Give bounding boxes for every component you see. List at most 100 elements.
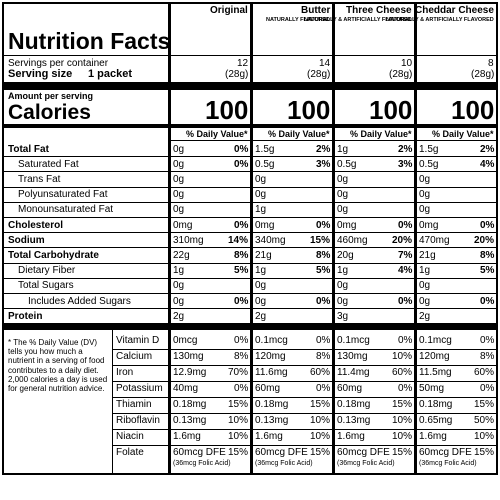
daily-value: 60% (392, 367, 413, 378)
folic-acid: (36mcg Folic Acid) (173, 460, 231, 467)
vitamin-row-line (112, 365, 496, 366)
vitamin-row-line (112, 349, 496, 350)
daily-value: 3% (398, 158, 413, 170)
amount: 0.18mg (173, 399, 207, 410)
amount: 340mg (255, 234, 286, 246)
daily-value: 15% (310, 234, 331, 246)
amount: 0mg (337, 219, 357, 231)
amount: 0.13mg (337, 415, 371, 426)
footnote-divider (112, 330, 113, 473)
servings: 8 (488, 58, 494, 69)
amount: 0g (337, 280, 349, 292)
daily-value: 20% (392, 234, 413, 246)
amount: 60mcg DFE (255, 447, 308, 458)
daily-value: 15% (228, 399, 249, 410)
amount: 21g (419, 249, 436, 261)
daily-value: 4% (480, 158, 495, 170)
amount: 0.1mcg (419, 335, 452, 346)
daily-value: 0% (234, 219, 249, 231)
daily-value: 0% (398, 219, 413, 231)
amount: 12.9mg (173, 367, 207, 378)
serving-weight: (28g) (307, 69, 331, 80)
daily-value: 8% (234, 249, 249, 261)
column-divider (332, 2, 335, 473)
nutrient-label: Sodium (8, 234, 45, 246)
daily-value: 3% (316, 158, 331, 170)
amount: 0g (173, 189, 185, 201)
amount: 0.65mg (419, 415, 453, 426)
dv-header: % Daily Value* (186, 129, 248, 139)
amount: 0g (255, 173, 267, 185)
calories: 100 (369, 95, 413, 125)
serving-weight: (28g) (471, 69, 495, 80)
daily-value: 60% (310, 367, 331, 378)
vitamin-label: Iron (116, 367, 134, 378)
daily-value: 15% (392, 399, 413, 410)
vitamin-row-line (112, 445, 496, 446)
vitamin-row-line (112, 397, 496, 398)
amount: 0mcg (173, 335, 198, 346)
amount: 40mg (173, 383, 199, 394)
amount: 0g (337, 189, 349, 201)
vitamin-label: Calcium (116, 351, 153, 362)
amount: 60mcg DFE (337, 447, 390, 458)
amount: 0g (337, 295, 349, 307)
amount: 0g (419, 295, 431, 307)
amount: 0g (173, 280, 185, 292)
nutrient-label: Cholesterol (8, 219, 64, 231)
amount: 22g (173, 249, 190, 261)
product-name: Butter (301, 5, 331, 16)
vitamin-label: Niacin (116, 431, 144, 442)
daily-value: 0% (234, 383, 249, 394)
calories: 100 (287, 95, 331, 125)
nutrient-label: Monounsaturated Fat (18, 204, 114, 216)
dv-header: % Daily Value* (350, 129, 412, 139)
frame-left (2, 2, 4, 473)
vitamin-label: Thiamin (116, 399, 152, 410)
vitamin-label: Potassium (116, 383, 163, 394)
amount: 0g (419, 204, 431, 216)
amount: 0g (173, 173, 185, 185)
amount: 0g (255, 295, 267, 307)
amount: 0g (173, 295, 185, 307)
amount: 120mg (419, 351, 450, 362)
amount: 1g (255, 265, 267, 277)
amount: 0g (419, 280, 431, 292)
vitamin-row-line (112, 429, 496, 430)
vitamin-row-line (112, 413, 496, 414)
daily-value: 2% (480, 143, 495, 155)
daily-value: 0% (480, 383, 495, 394)
column-divider (250, 2, 253, 473)
amount: 11.5mg (419, 367, 452, 378)
folic-acid: (36mcg Folic Acid) (419, 460, 477, 467)
product-note: NATURALLY FLAVORED (266, 17, 330, 23)
amount: 0.18mg (419, 399, 453, 410)
servings: 14 (319, 58, 331, 69)
amount: 0.1mcg (255, 335, 288, 346)
daily-value: 8% (316, 249, 331, 261)
daily-value: 0% (398, 295, 413, 307)
daily-value: 50% (474, 415, 495, 426)
daily-value: 15% (474, 399, 495, 410)
servings: 10 (401, 58, 413, 69)
nutrient-label: Total Fat (8, 143, 49, 155)
daily-value: 2% (316, 143, 331, 155)
amount: 0g (173, 143, 185, 155)
amount: 0mg (173, 219, 193, 231)
serving-size-label: Serving size (8, 68, 73, 80)
amount: 20g (337, 249, 354, 261)
product-name: Three Cheese (346, 5, 412, 16)
calories: 100 (451, 95, 495, 125)
amount: 11.4mg (337, 367, 370, 378)
product-name: Cheddar Cheese (415, 5, 494, 16)
amount: 130mg (337, 351, 368, 362)
amount-label: Amount per serving (8, 91, 94, 101)
dv-header: % Daily Value* (432, 129, 494, 139)
amount: 0.18mg (255, 399, 289, 410)
vitamin-label: Vitamin D (116, 335, 160, 346)
nutrient-label: Trans Fat (18, 173, 61, 185)
amount: 0.5g (255, 158, 275, 170)
amount: 1.5g (419, 143, 439, 155)
amount: 0mg (419, 219, 439, 231)
